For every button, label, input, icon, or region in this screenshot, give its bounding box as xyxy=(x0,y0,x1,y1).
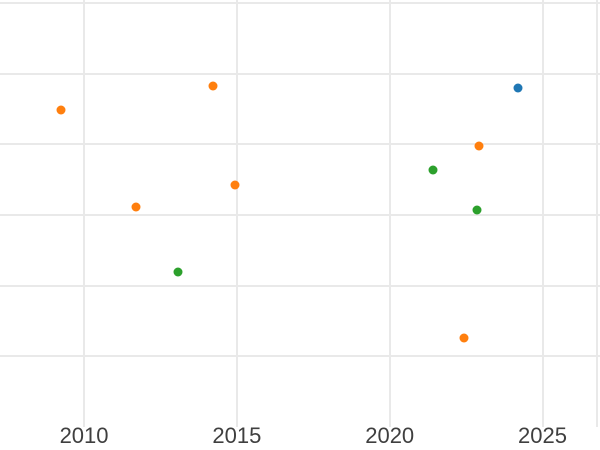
x-gridline xyxy=(235,0,238,427)
data-point-series-green xyxy=(472,205,482,215)
x-tick-label: 2015 xyxy=(212,423,262,448)
data-point-series-orange xyxy=(474,141,484,151)
data-point-series-green xyxy=(173,267,183,277)
x-tick-label: 2025 xyxy=(518,423,568,448)
y-gridline xyxy=(0,213,600,216)
x-gridline xyxy=(388,0,391,427)
data-point-series-orange xyxy=(230,180,240,190)
plot-area xyxy=(0,0,600,427)
y-gridline xyxy=(0,143,600,146)
x-gridline xyxy=(83,0,86,427)
data-point-series-orange xyxy=(56,105,66,115)
y-gridline xyxy=(0,1,600,4)
data-point-series-green xyxy=(428,165,437,175)
data-point-series-orange xyxy=(131,202,141,212)
data-point-series-blue xyxy=(513,83,523,93)
y-gridline xyxy=(0,72,600,75)
y-gridline xyxy=(0,355,600,358)
y-gridline xyxy=(0,284,600,287)
x-gridline xyxy=(541,0,544,427)
data-point-series-orange xyxy=(208,81,218,91)
plot-right-border xyxy=(595,0,598,427)
x-tick-label: 2020 xyxy=(365,423,415,448)
data-point-series-orange xyxy=(459,333,469,343)
x-axis: 2010 2015 2020 2025 xyxy=(0,425,600,450)
x-tick-label: 2010 xyxy=(59,423,109,448)
